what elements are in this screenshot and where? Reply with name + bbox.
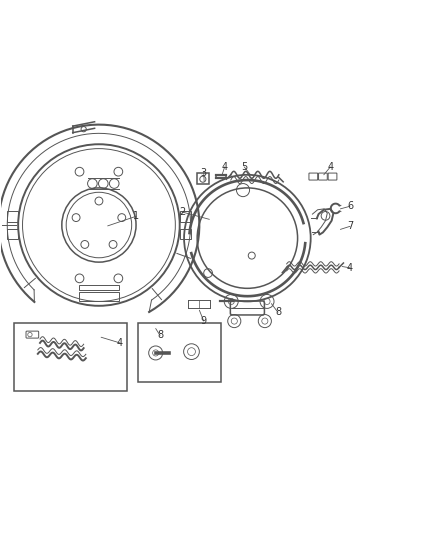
Text: 4: 4	[347, 263, 353, 273]
Text: 6: 6	[347, 201, 353, 211]
Text: 1: 1	[133, 211, 139, 221]
Text: 2: 2	[179, 207, 185, 217]
Text: 5: 5	[241, 162, 247, 172]
Bar	[14, 323, 127, 391]
Text: 9: 9	[201, 316, 207, 326]
Text: 3: 3	[201, 168, 207, 177]
Text: 7: 7	[347, 221, 353, 231]
Text: 4: 4	[222, 162, 228, 172]
Text: 8: 8	[157, 330, 163, 341]
Bar	[138, 323, 221, 382]
Text: 4: 4	[327, 162, 333, 172]
Text: 8: 8	[275, 308, 281, 317]
Text: 4: 4	[117, 338, 123, 348]
